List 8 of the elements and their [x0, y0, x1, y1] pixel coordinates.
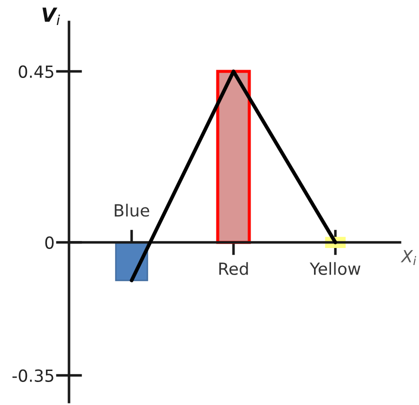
- x-tick-label: Red: [219, 262, 248, 276]
- x-axis-title: X$_{i}$: [400, 250, 416, 265]
- x-tick-label: Yellow: [310, 262, 360, 276]
- y-tick-label: -0.35: [12, 369, 54, 382]
- y-tick-label: 0: [45, 236, 54, 249]
- y-axis-title: V$_{i}$: [42, 8, 60, 25]
- y-tick-label: 0.45: [18, 65, 54, 78]
- x-tick-label: Blue: [114, 204, 150, 217]
